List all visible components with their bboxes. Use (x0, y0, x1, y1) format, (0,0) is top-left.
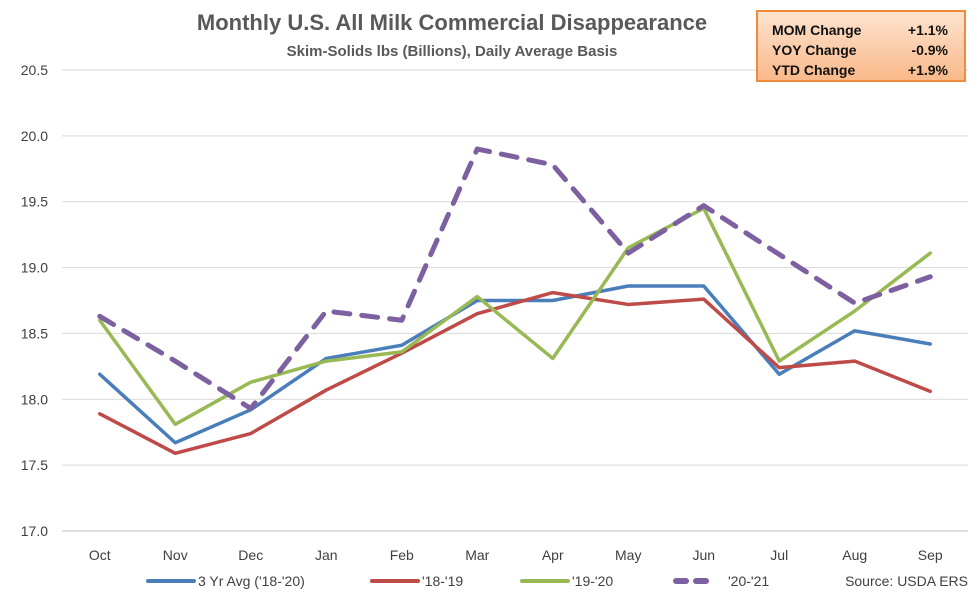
series-line-1 (100, 293, 931, 454)
x-tick-label: Oct (89, 547, 111, 563)
x-tick-label: Dec (238, 547, 263, 563)
stat-value: +1.1% (908, 20, 948, 40)
stat-value: +1.9% (908, 60, 948, 80)
y-tick-label: 18.0 (21, 391, 48, 407)
stat-label: MOM Change (772, 20, 861, 40)
stat-row-yoy: YOY Change -0.9% (772, 40, 948, 60)
legend-label: '18-'19 (422, 573, 463, 589)
stat-label: YOY Change (772, 40, 857, 60)
x-tick-label: Aug (842, 547, 867, 563)
x-tick-label: Nov (163, 547, 188, 563)
x-tick-label: Mar (465, 547, 489, 563)
x-tick-label: Jun (692, 547, 715, 563)
legend-label: 3 Yr Avg ('18-'20) (198, 573, 305, 589)
y-tick-label: 19.5 (21, 194, 48, 210)
x-tick-label: Sep (918, 547, 943, 563)
y-tick-label: 19.0 (21, 260, 48, 276)
legend-label: '20-'21 (728, 573, 769, 589)
x-tick-label: Jan (315, 547, 338, 563)
y-tick-label: 20.5 (21, 62, 48, 78)
y-tick-label: 18.5 (21, 325, 48, 341)
source-note: Source: USDA ERS (845, 573, 968, 589)
stat-label: YTD Change (772, 60, 855, 80)
chart-title: Monthly U.S. All Milk Commercial Disappe… (197, 10, 707, 35)
y-tick-label: 17.0 (21, 523, 48, 539)
legend-label: '19-'20 (572, 573, 613, 589)
x-tick-label: Feb (390, 547, 414, 563)
series-line-3 (100, 149, 931, 408)
stat-row-ytd: YTD Change +1.9% (772, 60, 948, 80)
stat-row-mom: MOM Change +1.1% (772, 20, 948, 40)
y-tick-label: 20.0 (21, 128, 48, 144)
change-stats-box: MOM Change +1.1% YOY Change -0.9% YTD Chan… (756, 10, 966, 82)
stat-value: -0.9% (911, 40, 948, 60)
x-tick-label: Jul (770, 547, 788, 563)
y-tick-label: 17.5 (21, 457, 48, 473)
x-tick-label: Apr (542, 547, 564, 563)
x-tick-label: May (615, 547, 641, 563)
chart-subtitle: Skim-Solids lbs (Billions), Daily Averag… (287, 43, 618, 60)
